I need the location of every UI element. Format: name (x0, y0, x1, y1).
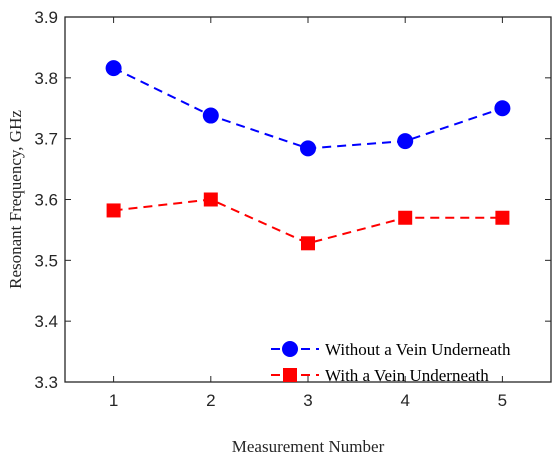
data-point-with-vein (495, 210, 510, 225)
x-tick-label: 2 (206, 391, 215, 410)
data-point-without-vein (300, 140, 316, 157)
series-line-with-vein (113, 198, 503, 245)
series-layer (105, 60, 511, 251)
x-axis-ticks: 1 2 3 4 5 (109, 17, 507, 410)
data-point-with-vein (398, 210, 413, 225)
x-tick-label: 3 (303, 391, 312, 410)
data-point-with-vein (301, 236, 315, 251)
data-point-without-vein (494, 100, 511, 117)
legend-marker-without-vein (282, 341, 298, 357)
y-tick-label: 3.3 (34, 373, 58, 392)
x-tick-label: 1 (109, 391, 118, 410)
data-point-with-vein (203, 192, 218, 207)
y-tick-label: 3.7 (34, 130, 58, 149)
data-point-without-vein (397, 133, 414, 150)
y-tick-label: 3.8 (34, 69, 58, 88)
series-line-without-vein (113, 67, 503, 150)
y-axis-title: Resonant Frequency, GHz (6, 110, 25, 289)
y-tick-label: 3.6 (34, 191, 58, 210)
y-tick-label: 3.9 (34, 8, 58, 27)
legend-marker-with-vein (283, 368, 297, 382)
legend: Without a Vein Underneath With a Vein Und… (271, 340, 511, 385)
y-tick-label: 3.4 (34, 312, 58, 331)
x-tick-label: 5 (498, 391, 507, 410)
data-point-with-vein (106, 203, 121, 218)
y-tick-label: 3.5 (34, 251, 58, 270)
x-axis-title: Measurement Number (232, 437, 385, 456)
plot-area-frame (64, 16, 552, 383)
legend-label-with-vein: With a Vein Underneath (325, 366, 489, 385)
data-point-without-vein (202, 107, 219, 124)
data-point-without-vein (105, 60, 122, 77)
x-tick-label: 4 (400, 391, 409, 410)
legend-label-without-vein: Without a Vein Underneath (325, 340, 511, 359)
